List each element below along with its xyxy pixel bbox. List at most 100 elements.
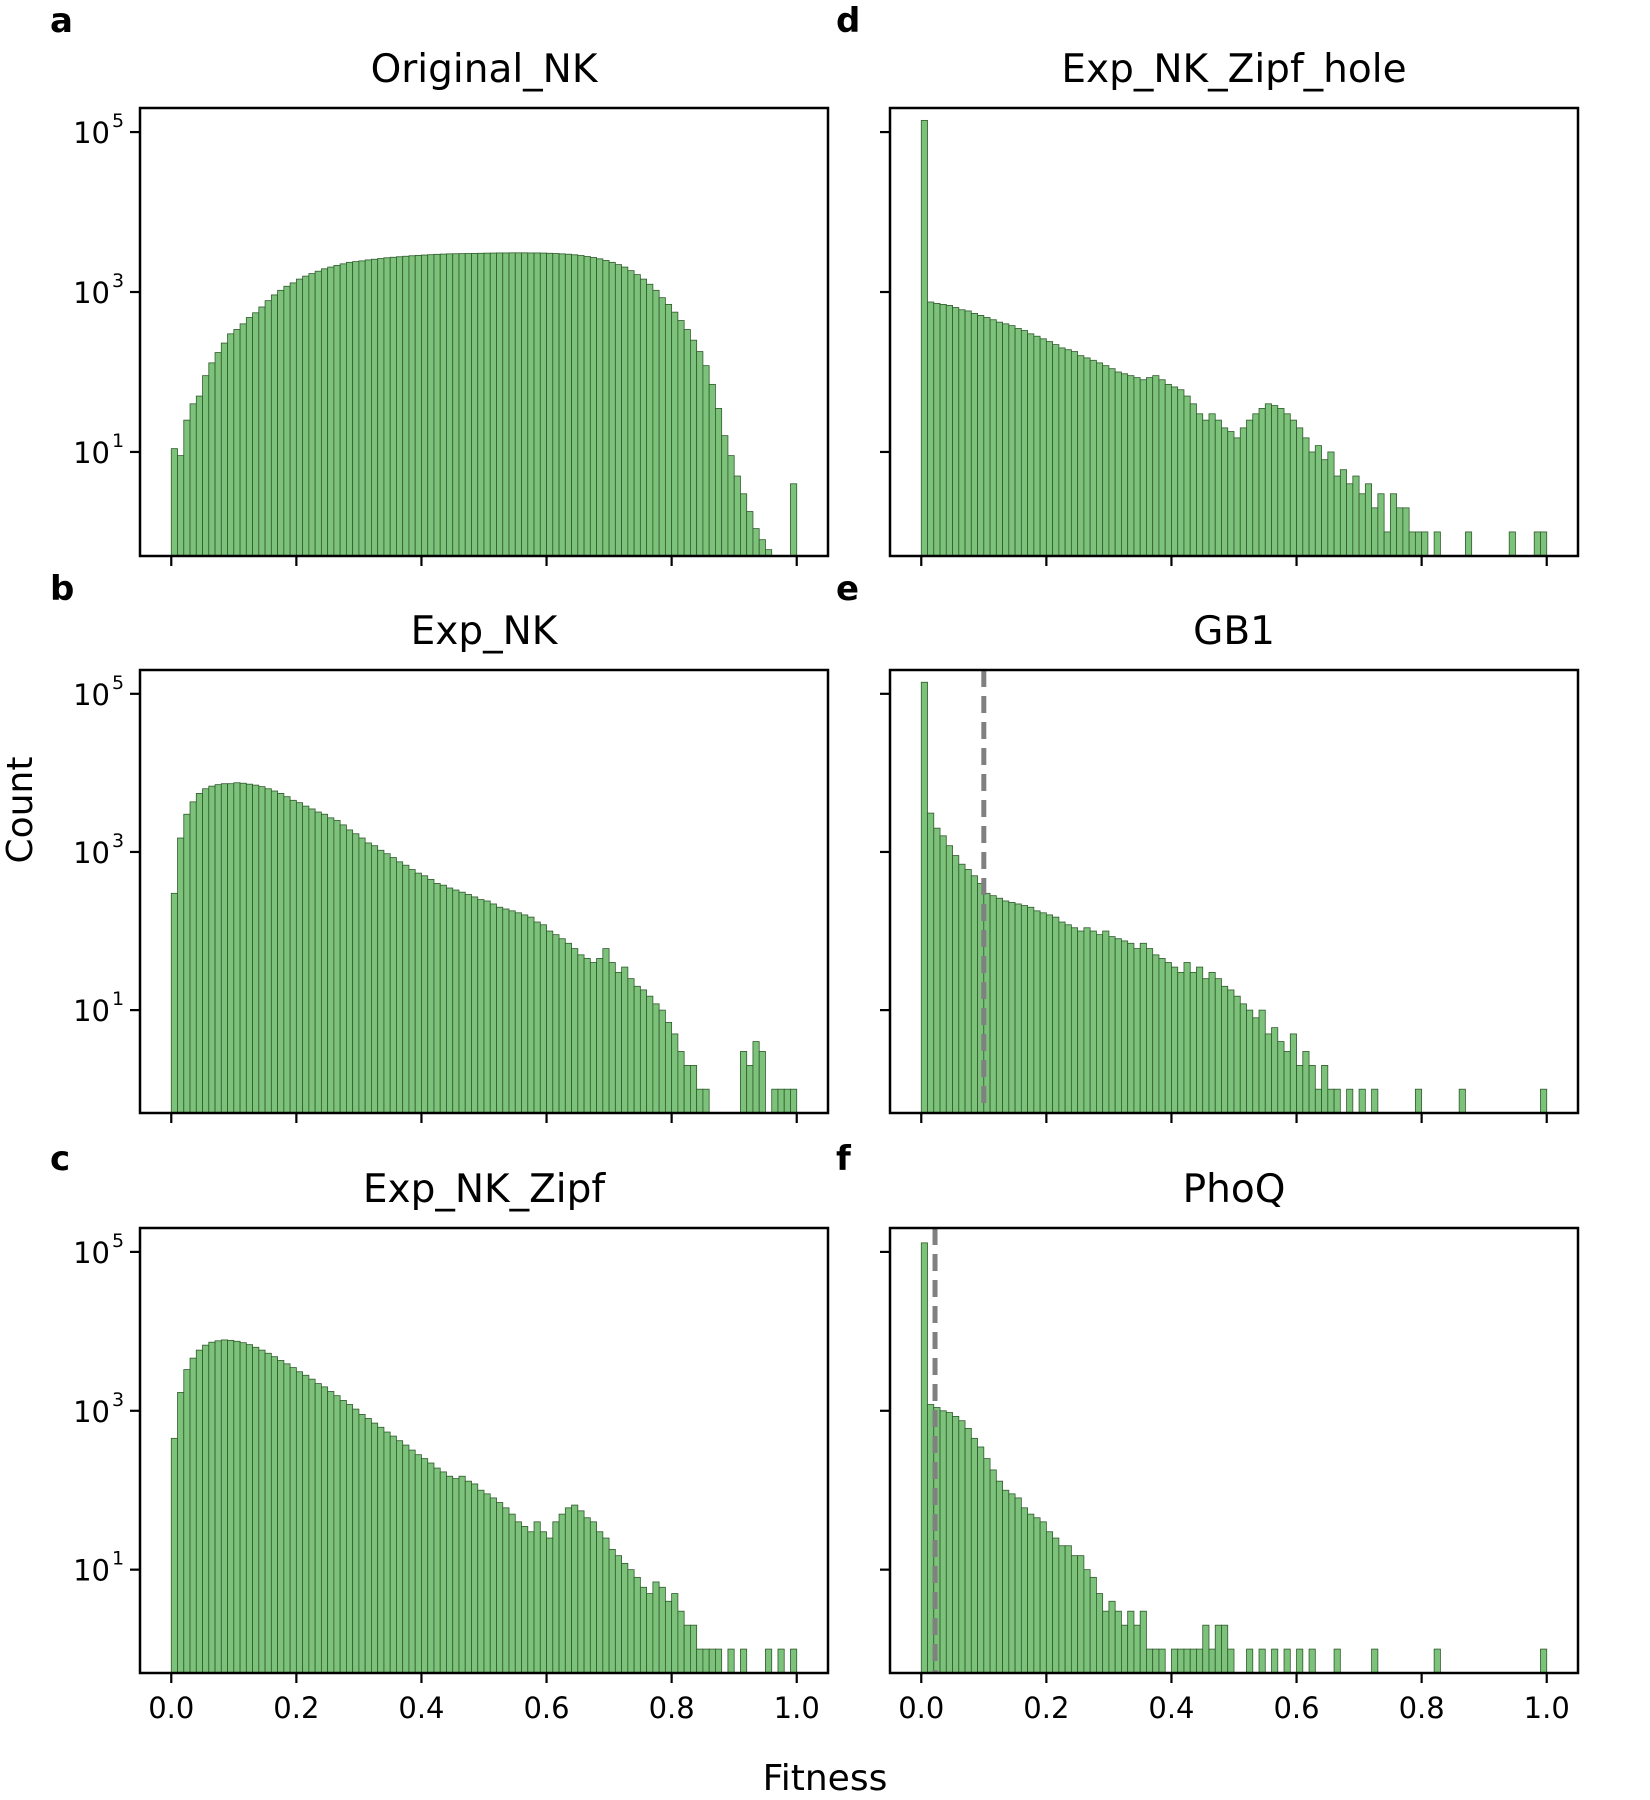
- histogram-bar: [177, 837, 185, 1114]
- histogram-bar: [664, 1021, 673, 1114]
- histogram-bar: [596, 958, 604, 1114]
- histogram-bar: [1214, 978, 1222, 1114]
- histogram-bar: [627, 270, 635, 557]
- histogram-bar: [471, 252, 479, 557]
- histogram-bar: [1127, 942, 1135, 1114]
- histogram-bar: [602, 1537, 610, 1674]
- histogram-bar: [702, 1088, 710, 1114]
- histogram-bar: [358, 1414, 366, 1674]
- histogram-bar: [1333, 1088, 1341, 1114]
- histogram-bar: [639, 1586, 648, 1674]
- x-tick-label: 0.8: [649, 1691, 695, 1725]
- histogram-bar: [958, 1420, 966, 1674]
- histogram-bar: [927, 812, 935, 1114]
- histogram-bar: [658, 297, 666, 557]
- histogram-bar: [270, 790, 279, 1114]
- histogram-bar: [308, 273, 316, 557]
- histogram-bar: [1045, 914, 1054, 1114]
- histogram-bar: [1014, 1497, 1022, 1674]
- histogram-bar: [1246, 1648, 1254, 1674]
- histogram-bar: [339, 263, 347, 557]
- histogram-bar: [1171, 966, 1179, 1114]
- histogram-bar: [646, 283, 654, 557]
- histogram-bar: [339, 1400, 347, 1674]
- histogram-bar: [289, 1367, 297, 1674]
- histogram-bar: [571, 1504, 579, 1674]
- histogram-bar: [446, 887, 454, 1114]
- histogram-bar: [733, 475, 741, 557]
- histogram-bar: [1540, 531, 1548, 557]
- histogram-bar: [195, 395, 203, 557]
- histogram-bar: [1027, 906, 1035, 1114]
- histogram-bar: [964, 310, 972, 557]
- histogram-bar: [433, 1467, 441, 1674]
- histogram-bar: [583, 1517, 591, 1674]
- y-tick-base: 10: [73, 436, 110, 470]
- histogram-bar: [252, 1346, 260, 1674]
- histogram-bar: [683, 1064, 691, 1114]
- histogram-bar: [1227, 989, 1235, 1114]
- y-tick-exponent: 3: [112, 270, 124, 292]
- histogram-bar: [1102, 930, 1110, 1114]
- histogram-bar: [539, 1531, 547, 1674]
- y-tick-label: 10: [73, 994, 110, 1028]
- histogram-bar: [1214, 419, 1222, 557]
- histogram-bar: [327, 817, 335, 1114]
- histogram-bar: [1083, 357, 1091, 557]
- histogram-bar: [396, 1440, 404, 1674]
- histogram-bar: [446, 1475, 454, 1674]
- histogram-bar: [539, 252, 547, 557]
- histogram-bar: [220, 783, 228, 1114]
- histogram-bar: [977, 1446, 985, 1674]
- histogram-bar: [1233, 437, 1241, 557]
- histogram-bar: [1127, 1610, 1135, 1674]
- histogram-bar: [170, 448, 178, 557]
- histogram-bar: [1327, 1088, 1335, 1114]
- histogram-bar: [264, 1352, 272, 1674]
- histogram-bar: [633, 1576, 641, 1674]
- histogram-bar: [1302, 1051, 1310, 1114]
- histogram-bar: [533, 1521, 541, 1674]
- histogram-bar: [1058, 347, 1066, 557]
- histogram-bar: [377, 258, 385, 557]
- histogram-bar: [740, 1648, 748, 1674]
- histogram-bar: [614, 264, 623, 557]
- histogram-bar: [1033, 910, 1041, 1114]
- histogram-bar: [1371, 507, 1379, 557]
- histogram-bar: [1321, 1064, 1329, 1114]
- histogram-bar: [558, 938, 566, 1114]
- histogram-bar: [170, 892, 178, 1114]
- histogram-bar: [208, 1341, 216, 1674]
- histogram-bar: [1296, 1648, 1304, 1674]
- histogram-bar: [1283, 1648, 1291, 1674]
- histogram-bar: [1114, 1610, 1122, 1674]
- histogram-bar: [452, 889, 460, 1114]
- histogram-bar: [1296, 1064, 1304, 1114]
- histogram-bar: [1183, 1648, 1191, 1674]
- histogram-bar: [1146, 948, 1154, 1114]
- histogram-bar: [358, 260, 366, 557]
- histogram-bar: [746, 511, 754, 557]
- histogram-bar: [302, 1374, 310, 1674]
- histogram-bar: [1133, 377, 1141, 557]
- histogram-bar: [1264, 1033, 1272, 1114]
- histogram-bar: [1039, 338, 1047, 557]
- x-tick-label: 0.4: [1148, 1691, 1194, 1725]
- histogram-bar: [439, 253, 447, 557]
- histogram-bar: [977, 315, 985, 557]
- plot-frame: [138, 1226, 830, 1675]
- histogram-bar: [1139, 942, 1147, 1114]
- histogram-bar: [989, 319, 997, 557]
- histogram-bar: [1077, 930, 1085, 1114]
- histogram-bar: [1158, 379, 1166, 557]
- histogram-bar: [1258, 1648, 1266, 1674]
- histogram-bar: [1177, 971, 1185, 1114]
- histogram-bar: [783, 1088, 791, 1114]
- histogram-bar: [396, 861, 404, 1114]
- histogram-bar: [283, 796, 291, 1114]
- panel-e: e GB1: [836, 569, 1580, 1123]
- histogram-bar: [958, 309, 966, 557]
- histogram-bar: [339, 824, 347, 1114]
- histogram-bar: [345, 261, 354, 557]
